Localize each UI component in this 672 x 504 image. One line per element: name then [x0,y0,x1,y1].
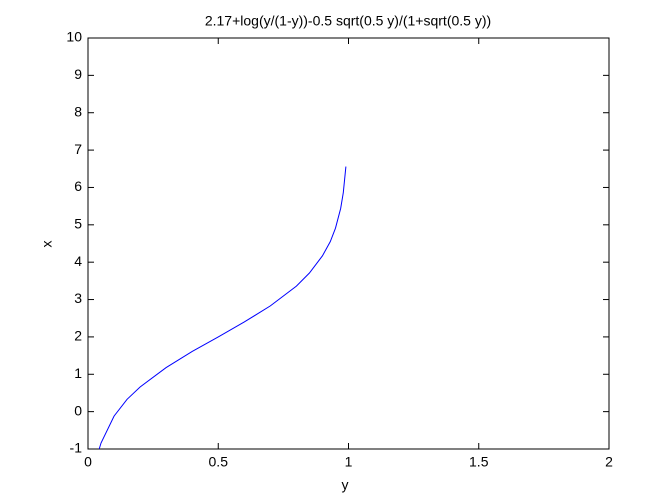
y-tick-label: 6 [74,178,82,194]
y-tick-label: 0 [74,402,82,418]
y-tick-label: 3 [74,290,82,306]
y-tick-label: -1 [70,440,83,456]
y-tick-label: 7 [74,141,82,157]
x-tick-label: 0.5 [209,454,229,470]
y-tick-label: 4 [74,253,82,269]
x-tick-label: 0 [84,454,92,470]
x-axis-label: y [342,477,349,493]
x-tick-label: 1.5 [469,454,489,470]
y-tick-label: 9 [74,66,82,82]
y-tick-label: 5 [74,216,82,232]
plot-box [87,37,610,450]
y-axis-label: x [39,241,55,248]
data-line [98,166,347,450]
chart-title: 2.17+log(y/(1-y))-0.5 sqrt(0.5 y)/(1+sqr… [205,13,491,29]
y-tick-label: 8 [74,103,82,119]
x-tick-label: 1 [345,454,353,470]
y-tick-label: 1 [74,365,82,381]
x-tick-label: 2 [605,454,613,470]
y-tick-label: 10 [66,29,82,45]
y-tick-label: 2 [74,328,82,344]
